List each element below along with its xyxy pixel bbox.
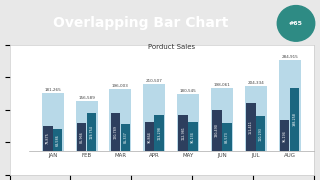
Bar (121, 124, 130, 151)
Bar (222, 123, 232, 151)
Text: 85,337: 85,337 (123, 132, 127, 143)
Bar (256, 116, 266, 151)
Bar (177, 94, 199, 151)
Bar (155, 115, 164, 151)
Bar (188, 122, 198, 151)
Bar (212, 109, 222, 151)
Text: #65: #65 (289, 21, 303, 26)
Bar (145, 122, 154, 151)
Bar (279, 60, 301, 151)
Text: 79,875: 79,875 (46, 133, 50, 144)
Bar (42, 93, 64, 151)
Text: 90,864: 90,864 (148, 131, 151, 143)
Bar (77, 123, 86, 151)
Text: 151,411: 151,411 (249, 120, 253, 134)
Text: 113,298: 113,298 (157, 126, 161, 140)
Bar (246, 103, 256, 151)
Title: Porduct Sales: Porduct Sales (148, 44, 195, 50)
Bar (179, 115, 188, 151)
Text: 68,586: 68,586 (56, 134, 60, 146)
Text: 181,265: 181,265 (44, 88, 61, 92)
Text: 120,789: 120,789 (114, 125, 117, 139)
Text: 130,490: 130,490 (215, 123, 219, 137)
Text: 90,134: 90,134 (191, 131, 195, 143)
Bar (109, 89, 132, 151)
Text: 180,545: 180,545 (180, 89, 196, 93)
Bar (43, 126, 52, 151)
Bar (76, 101, 98, 151)
Text: 156,589: 156,589 (78, 96, 95, 100)
Text: 204,334: 204,334 (247, 81, 264, 85)
Bar (280, 120, 290, 151)
Bar (211, 88, 233, 151)
Text: Overlapping Bar Chart: Overlapping Bar Chart (53, 16, 228, 30)
Bar (290, 88, 299, 151)
Text: 198,258: 198,258 (292, 113, 297, 127)
Bar (143, 84, 165, 151)
Text: 210,507: 210,507 (146, 79, 163, 83)
Circle shape (277, 6, 315, 41)
Text: 88,573: 88,573 (225, 131, 229, 143)
Text: 110,293: 110,293 (259, 127, 263, 141)
Text: 284,915: 284,915 (281, 55, 298, 59)
Bar (245, 86, 267, 151)
Text: 86,966: 86,966 (80, 131, 84, 143)
Text: 196,003: 196,003 (112, 84, 129, 88)
Text: 96,194: 96,194 (283, 130, 287, 142)
Text: 112,981: 112,981 (181, 126, 185, 140)
Bar (87, 113, 96, 151)
Bar (111, 113, 120, 151)
Text: 119,754: 119,754 (90, 125, 93, 139)
Bar (53, 129, 62, 151)
Text: 198,061: 198,061 (213, 83, 230, 87)
